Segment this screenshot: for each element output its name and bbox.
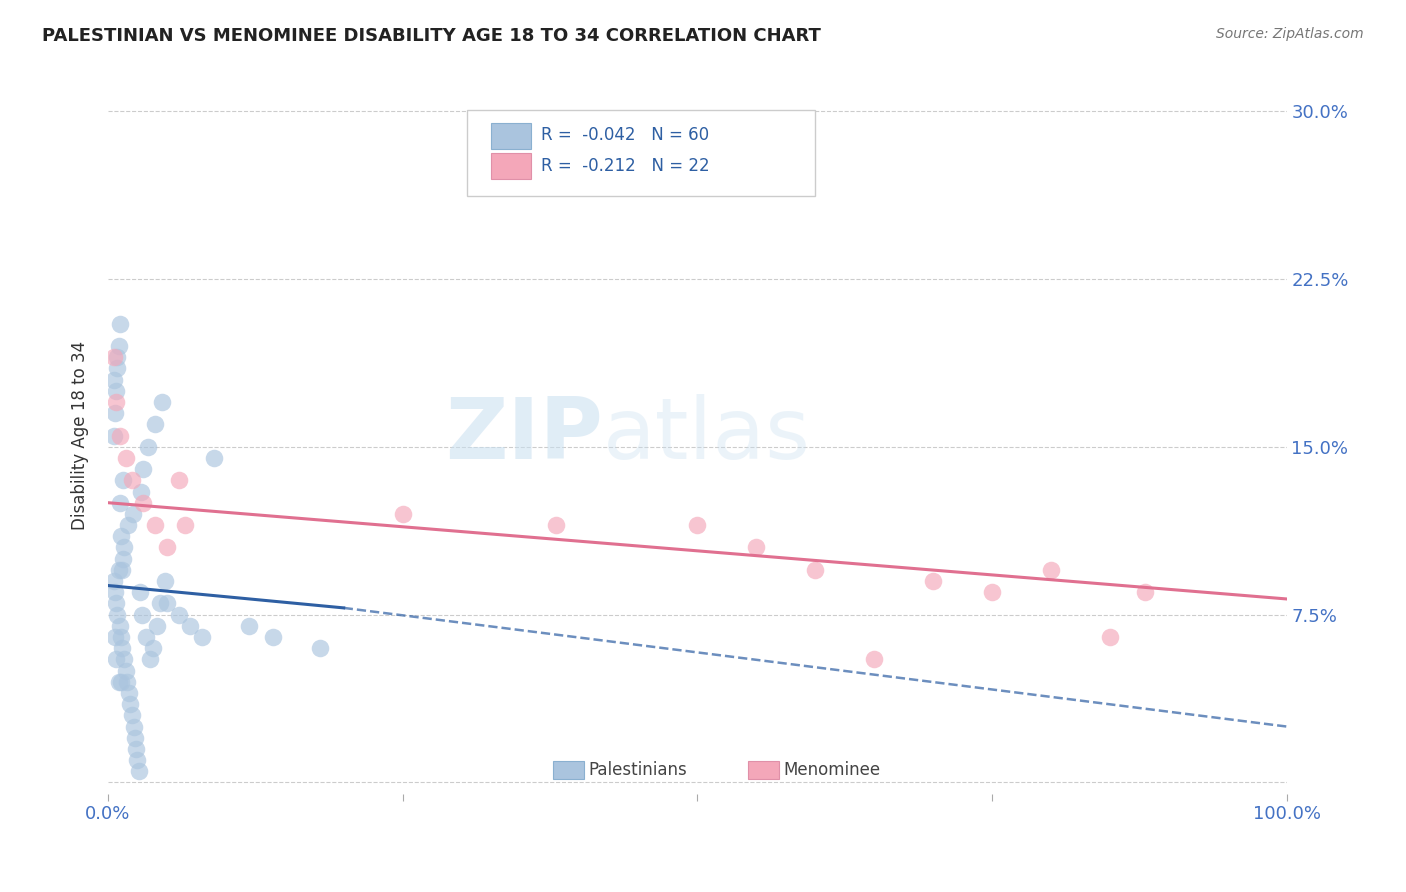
Point: [112, 551, 135, 566]
Point: [110, 674, 132, 689]
Point: [111, 641, 134, 656]
Point: [111, 563, 134, 577]
Point: [863, 652, 886, 666]
Point: [262, 630, 284, 644]
Point: [202, 450, 225, 465]
Point: [167, 473, 190, 487]
Point: [110, 529, 132, 543]
Point: [105, 384, 128, 398]
Point: [128, 585, 150, 599]
Point: [114, 652, 136, 666]
Text: ZIP: ZIP: [446, 394, 603, 477]
Point: [153, 574, 176, 588]
Point: [142, 641, 165, 656]
Point: [114, 450, 136, 465]
Point: [105, 652, 128, 666]
FancyBboxPatch shape: [467, 110, 815, 195]
Point: [121, 708, 143, 723]
Point: [125, 742, 148, 756]
Text: PALESTINIAN VS MENOMINEE DISABILITY AGE 18 TO 34 CORRELATION CHART: PALESTINIAN VS MENOMINEE DISABILITY AGE …: [42, 27, 821, 45]
Point: [132, 462, 155, 476]
Point: [238, 619, 260, 633]
Point: [103, 428, 125, 442]
Point: [391, 507, 413, 521]
Point: [167, 607, 190, 622]
Point: [143, 417, 166, 432]
Point: [104, 406, 127, 420]
Text: R =  -0.212   N = 22: R = -0.212 N = 22: [540, 156, 709, 175]
Point: [135, 630, 157, 644]
Point: [114, 664, 136, 678]
Text: R =  -0.042   N = 60: R = -0.042 N = 60: [540, 127, 709, 145]
Point: [108, 619, 131, 633]
Point: [173, 518, 195, 533]
Point: [107, 339, 129, 353]
Point: [103, 574, 125, 588]
Point: [114, 541, 136, 555]
Point: [107, 361, 129, 376]
Point: [128, 764, 150, 779]
Point: [136, 440, 159, 454]
Point: [108, 317, 131, 331]
Point: [118, 686, 141, 700]
Point: [922, 574, 945, 588]
Point: [103, 350, 125, 364]
Point: [981, 585, 1004, 599]
Point: [179, 619, 201, 633]
Point: [132, 496, 155, 510]
Point: [104, 585, 127, 599]
Point: [107, 607, 129, 622]
Point: [117, 518, 139, 533]
Point: [127, 753, 149, 767]
Point: [124, 731, 146, 745]
Point: [107, 563, 129, 577]
Point: [120, 697, 142, 711]
Point: [156, 541, 179, 555]
Point: [112, 473, 135, 487]
Y-axis label: Disability Age 18 to 34: Disability Age 18 to 34: [72, 341, 89, 530]
Text: Palestinians: Palestinians: [589, 761, 688, 779]
Point: [544, 518, 567, 533]
Point: [107, 350, 129, 364]
Point: [121, 507, 143, 521]
Point: [108, 496, 131, 510]
Point: [105, 596, 128, 610]
FancyBboxPatch shape: [491, 153, 531, 179]
Text: Menominee: Menominee: [783, 761, 880, 779]
Point: [309, 641, 332, 656]
FancyBboxPatch shape: [554, 761, 583, 780]
Point: [509, 149, 531, 163]
Point: [107, 674, 129, 689]
Point: [110, 630, 132, 644]
Point: [103, 373, 125, 387]
Point: [131, 607, 153, 622]
Point: [150, 395, 173, 409]
Text: atlas: atlas: [603, 394, 811, 477]
Point: [104, 630, 127, 644]
Point: [146, 619, 169, 633]
Point: [1098, 630, 1121, 644]
Text: Source: ZipAtlas.com: Source: ZipAtlas.com: [1216, 27, 1364, 41]
Point: [122, 719, 145, 733]
Point: [804, 563, 827, 577]
Point: [1133, 585, 1156, 599]
Point: [139, 652, 162, 666]
Point: [191, 630, 214, 644]
FancyBboxPatch shape: [491, 122, 531, 149]
Point: [156, 596, 179, 610]
Point: [149, 596, 172, 610]
Point: [129, 484, 152, 499]
Point: [121, 473, 143, 487]
Point: [115, 674, 138, 689]
Point: [1039, 563, 1062, 577]
Point: [745, 541, 768, 555]
FancyBboxPatch shape: [748, 761, 779, 780]
Point: [143, 518, 166, 533]
Point: [105, 395, 128, 409]
Point: [686, 518, 709, 533]
Point: [108, 428, 131, 442]
